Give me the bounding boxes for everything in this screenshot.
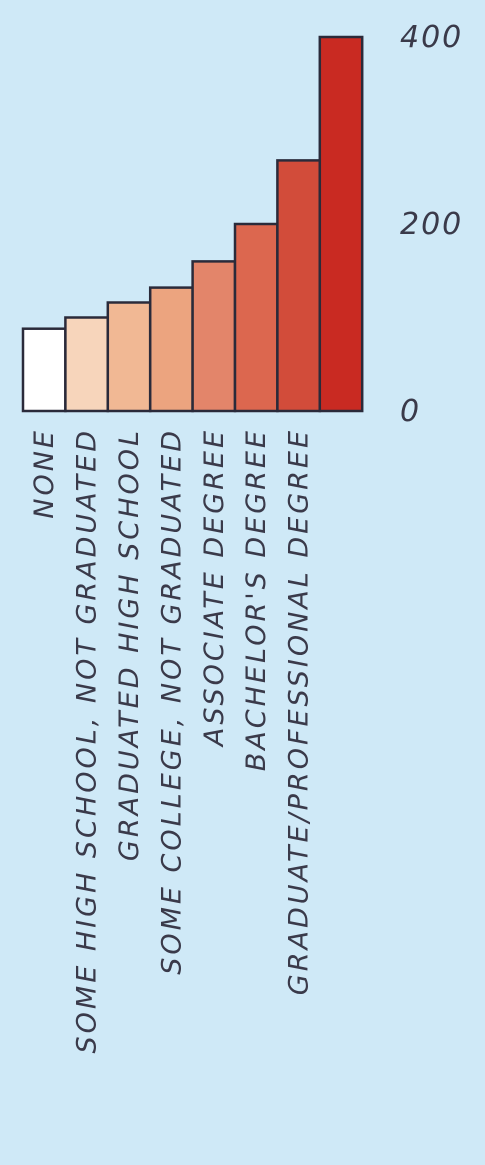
bar-5	[233, 222, 279, 413]
y-tick-label-200: 200	[400, 207, 463, 242]
bar-6	[276, 159, 322, 413]
category-label-2: GRADUATED HIGH SCHOOL	[114, 428, 145, 861]
bar-4	[191, 260, 237, 413]
category-label-4: ASSOCIATE DEGREE	[199, 428, 230, 748]
category-labels: NONE SOME HIGH SCHOOL, NOT GRADUATED GRADU…	[29, 428, 314, 1054]
category-label-5: BACHELOR'S DEGREE	[241, 428, 272, 771]
category-label-0: NONE	[29, 428, 60, 519]
y-tick-label-0: 0	[400, 394, 421, 429]
y-axis-tick-labels: 0 200 400	[400, 20, 463, 429]
bar-3	[148, 286, 194, 413]
category-label-3: SOME COLLEGE, NOT GRADUATED	[156, 428, 187, 975]
category-label-6: GRADUATE/PROFESSIONAL DEGREE	[284, 428, 315, 995]
bar-0	[21, 327, 67, 413]
bar-1	[64, 316, 110, 413]
category-label-1: SOME HIGH SCHOOL, NOT GRADUATED	[72, 428, 103, 1054]
bars-layer	[21, 35, 364, 413]
bar-7	[318, 35, 364, 413]
y-tick-label-400: 400	[400, 20, 463, 55]
bar-2	[106, 301, 152, 413]
